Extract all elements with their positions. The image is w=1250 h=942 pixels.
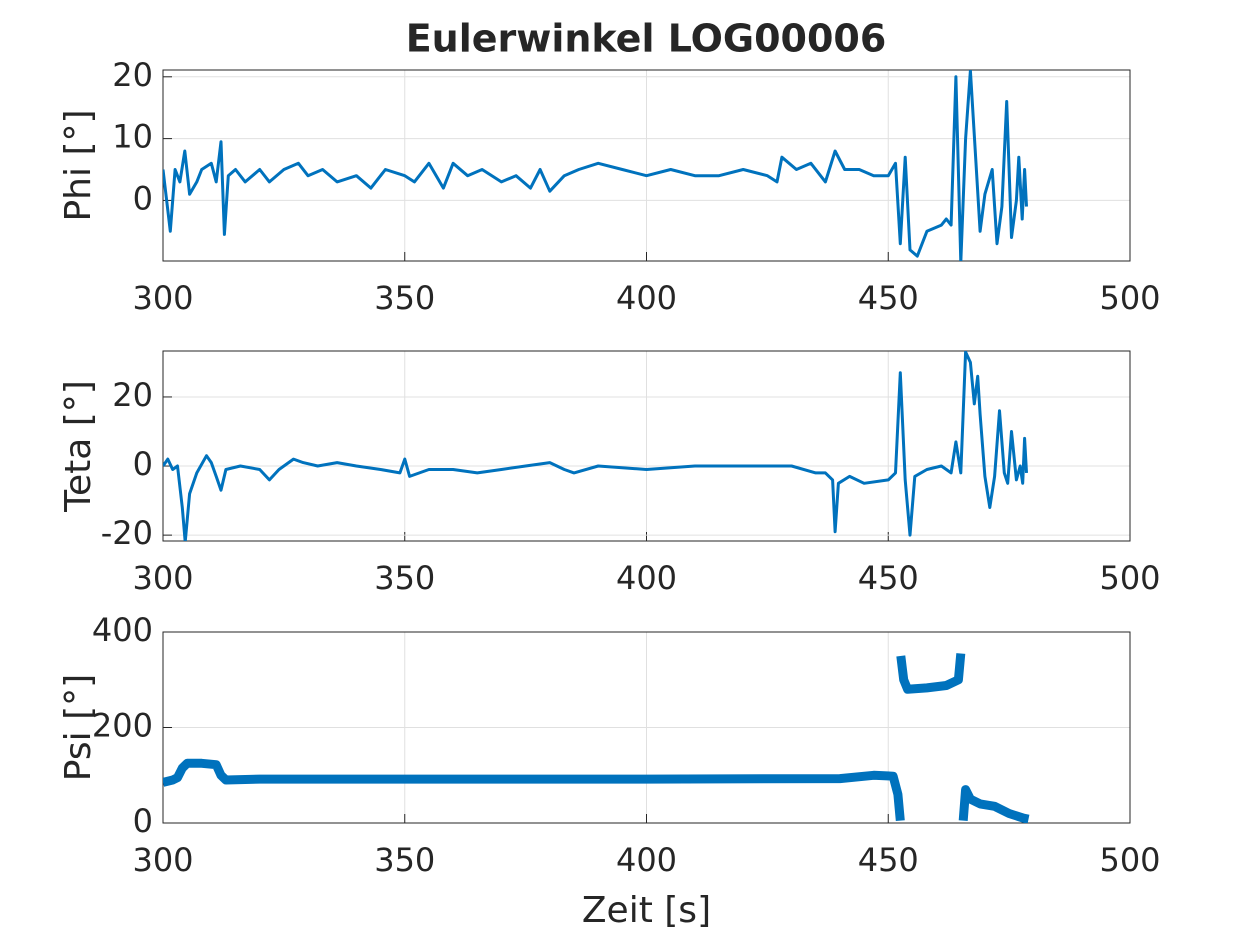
data-line	[163, 70, 1028, 261]
x-tick-label: 500	[1099, 279, 1160, 317]
x-tick-label: 400	[616, 841, 677, 879]
x-tick-label: 450	[858, 279, 919, 317]
data-line	[163, 351, 1028, 541]
y-axis-label: Phi [°]	[58, 109, 99, 221]
x-tick-label: 300	[132, 559, 193, 597]
y-tick-label: 20	[112, 56, 153, 94]
axes-box	[162, 350, 1131, 542]
x-tick-label: 300	[132, 279, 193, 317]
x-tick-label: 500	[1099, 559, 1160, 597]
x-axis-label: Zeit [s]	[582, 890, 711, 931]
y-tick-label: -20	[101, 514, 153, 552]
x-tick-label: 450	[858, 841, 919, 879]
axes-box	[162, 631, 1131, 824]
x-tick-label: 300	[132, 841, 193, 879]
x-tick-label: 400	[616, 279, 677, 317]
x-tick-label: 350	[374, 559, 435, 597]
x-tick-label: 350	[374, 279, 435, 317]
y-tick-label: 0	[133, 179, 153, 217]
x-tick-label: 500	[1099, 841, 1160, 879]
data-line	[163, 653, 1030, 823]
y-tick-label: 0	[133, 802, 153, 840]
x-tick-label: 400	[616, 559, 677, 597]
y-axis-label: Teta [°]	[58, 380, 99, 513]
x-tick-label: 450	[858, 559, 919, 597]
y-axis-label: Psi [°]	[58, 674, 99, 781]
y-tick-label: 10	[112, 118, 153, 156]
y-tick-label: 400	[92, 611, 153, 649]
y-tick-label: 20	[112, 376, 153, 414]
y-tick-label: 200	[92, 707, 153, 745]
y-tick-label: 0	[133, 445, 153, 483]
chart-title: Eulerwinkel LOG00006	[406, 17, 887, 61]
x-tick-label: 350	[374, 841, 435, 879]
axes-box	[162, 69, 1131, 262]
